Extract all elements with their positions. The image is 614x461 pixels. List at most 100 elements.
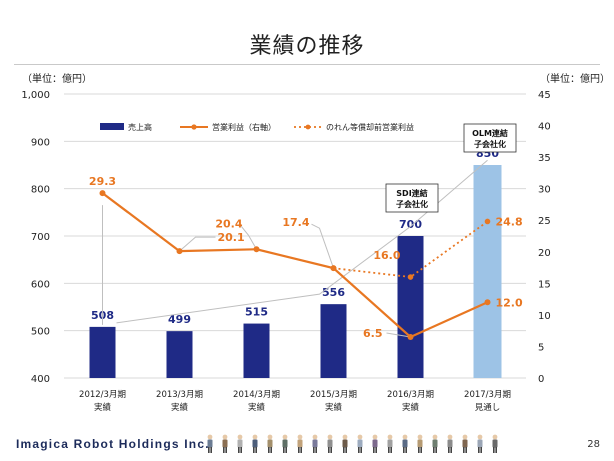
left-axis-unit: （単位：億円）: [22, 74, 92, 85]
line-value-label: 29.3: [89, 175, 116, 188]
legend-label-revenue: 売上高: [128, 122, 152, 132]
legend-marker-dotted: [305, 124, 311, 130]
bar-revenue: [320, 304, 347, 378]
series-point-dotted: [484, 218, 491, 225]
person-icon: [237, 434, 243, 453]
left-axis-tick-label: 500: [31, 327, 50, 338]
right-axis-tick-label: 15: [538, 279, 551, 290]
series-point-dotted: [407, 274, 414, 280]
series-line-operating-profit: [101, 192, 488, 339]
x-axis-tick-label: 2014/3月期: [233, 390, 280, 400]
footer: Imagica Robot Holdings Inc. 28: [0, 426, 614, 461]
person-icon: [252, 434, 258, 453]
line-value-label: 17.4: [282, 216, 309, 229]
left-axis-tick-label: 600: [31, 279, 50, 290]
series-point-operating-profit: [176, 248, 183, 255]
person-icon: [417, 434, 423, 453]
trend-guide-line: [116, 159, 488, 324]
x-axis-tick-label: 2012/3月期: [79, 390, 126, 400]
right-axis-tick-label: 5: [538, 342, 544, 353]
legend-label-dotted: のれん等償却前営業利益: [326, 122, 414, 132]
x-axis-tick-sublabel: 実績: [402, 402, 420, 413]
person-icon: [282, 434, 288, 453]
legend-label-operating-profit: 営業利益（右軸）: [212, 122, 276, 132]
callout-line: [311, 223, 334, 269]
person-icon: [477, 434, 483, 453]
person-icon: [402, 434, 408, 453]
line-value-label: 20.4: [215, 217, 242, 230]
bar-revenue: [243, 323, 270, 378]
bar-revenue: [397, 236, 424, 378]
person-icon: [462, 434, 468, 453]
person-icon: [267, 434, 273, 453]
annotation-text: 子会社化: [396, 199, 428, 209]
person-icon: [357, 434, 363, 453]
person-icon: [432, 434, 438, 453]
x-axis-tick-label: 2015/3月期: [310, 390, 357, 400]
annotation-box: [385, 183, 439, 213]
legend-swatch-revenue: [100, 123, 124, 130]
person-icon: [222, 434, 228, 453]
dotted-line-value-label: 16.0: [373, 249, 400, 262]
line-value-label: 6.5: [363, 327, 383, 340]
title-divider: [14, 64, 600, 65]
left-axis-tick-label: 700: [31, 232, 50, 243]
right-axis-unit: （単位：億円）: [540, 74, 610, 85]
person-icon: [492, 434, 498, 453]
bar-value-label: 499: [168, 313, 191, 326]
bar-value-label: 556: [322, 286, 345, 299]
right-axis-tick-label: 30: [538, 185, 551, 196]
annotation-box: [463, 123, 517, 153]
left-axis-tick-label: 800: [31, 185, 50, 196]
right-axis-tick-label: 10: [538, 311, 551, 322]
right-axis-tick-label: 25: [538, 216, 551, 227]
page-title: 業績の推移: [249, 34, 365, 59]
person-icon: [297, 434, 303, 453]
x-axis-tick-sublabel: 見通し: [475, 402, 501, 413]
page-number: 28: [587, 439, 600, 450]
series-point-operating-profit: [253, 246, 260, 253]
right-axis-tick-label: 40: [538, 122, 551, 133]
bar-value-label: 515: [245, 306, 268, 319]
line-value-label: 20.1: [218, 231, 245, 244]
person-icon: [327, 434, 333, 453]
people-illustration: [206, 434, 499, 454]
x-axis-tick-label: 2016/3月期: [387, 390, 434, 400]
person-icon: [207, 434, 213, 453]
series-point-operating-profit: [407, 333, 414, 340]
company-logo: Imagica Robot Holdings Inc.: [16, 437, 210, 451]
line-value-label: 12.0: [496, 296, 523, 309]
bar-revenue: [166, 331, 193, 378]
performance-chart: 400 500 600 700 800 900 1,000 0 5 10 15 20 25 30 35 40 4…: [21, 90, 551, 413]
series-point-operating-profit: [99, 190, 106, 197]
x-axis-tick-label: 2013/3月期: [156, 390, 203, 400]
person-icon: [342, 434, 348, 453]
right-axis-tick-label: 0: [538, 374, 544, 385]
callout-line: [240, 224, 257, 250]
bar-revenue: [473, 165, 502, 378]
annotation-text: SDI連結: [396, 188, 427, 198]
left-axis-tick-label: 400: [31, 374, 50, 385]
annotation-text: OLM連結: [472, 128, 508, 138]
dotted-line-value-label: 24.8: [496, 215, 523, 228]
x-axis-tick-label: 2017/3月期: [464, 390, 511, 400]
x-axis-tick-sublabel: 実績: [171, 402, 189, 413]
person-icon: [372, 434, 378, 453]
annotation-text: 子会社化: [474, 139, 506, 149]
left-axis-tick-label: 900: [31, 137, 50, 148]
right-axis-tick-label: 45: [538, 90, 551, 101]
x-axis-tick-sublabel: 実績: [325, 402, 343, 413]
person-icon: [312, 434, 318, 453]
legend-marker-operating-profit: [191, 124, 197, 130]
right-axis-tick-label: 20: [538, 248, 551, 259]
series-line-dotted: [333, 220, 489, 278]
bar-revenue: [89, 326, 116, 378]
callout-line: [386, 332, 411, 338]
person-icon: [387, 434, 393, 453]
x-axis-tick-sublabel: 実績: [94, 402, 112, 413]
right-axis-tick-label: 35: [538, 153, 551, 164]
x-axis-tick-sublabel: 実績: [248, 402, 266, 413]
series-point-operating-profit: [484, 299, 491, 306]
callout-line: [179, 236, 216, 252]
person-icon: [447, 434, 453, 453]
